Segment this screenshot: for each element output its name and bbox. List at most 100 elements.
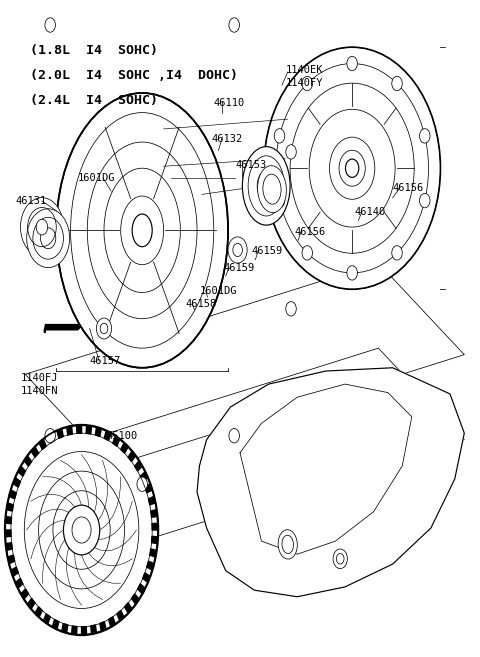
Polygon shape [152, 523, 158, 530]
Ellipse shape [346, 159, 359, 177]
Polygon shape [8, 555, 15, 564]
Polygon shape [43, 614, 50, 624]
Polygon shape [52, 620, 59, 629]
Polygon shape [91, 625, 96, 634]
Circle shape [274, 129, 285, 143]
Polygon shape [143, 573, 150, 582]
Polygon shape [124, 602, 132, 613]
Text: 1140EK: 1140EK [285, 65, 323, 75]
Circle shape [333, 549, 348, 568]
Circle shape [21, 198, 63, 256]
Circle shape [27, 209, 70, 267]
Polygon shape [82, 627, 86, 635]
Polygon shape [77, 425, 82, 434]
Text: 46131: 46131 [16, 196, 47, 206]
Polygon shape [86, 426, 92, 434]
Polygon shape [15, 578, 23, 588]
Polygon shape [147, 561, 154, 570]
Text: 1140FY: 1140FY [285, 78, 323, 88]
Circle shape [45, 428, 55, 443]
Polygon shape [113, 436, 120, 446]
Circle shape [347, 265, 358, 280]
Polygon shape [151, 510, 157, 517]
Ellipse shape [339, 150, 365, 186]
Polygon shape [117, 610, 124, 621]
Circle shape [392, 246, 402, 260]
Circle shape [45, 18, 55, 32]
Polygon shape [121, 443, 128, 453]
Polygon shape [7, 503, 13, 511]
Polygon shape [145, 484, 152, 493]
Circle shape [229, 18, 240, 32]
Polygon shape [27, 599, 35, 608]
Polygon shape [140, 472, 148, 482]
Polygon shape [132, 594, 139, 604]
Polygon shape [152, 536, 158, 543]
Polygon shape [21, 589, 28, 599]
Polygon shape [6, 543, 12, 551]
Text: 46132: 46132 [211, 134, 242, 144]
Polygon shape [13, 478, 20, 487]
Polygon shape [5, 516, 12, 524]
Ellipse shape [258, 166, 287, 213]
Polygon shape [18, 466, 25, 476]
Text: 45100: 45100 [107, 432, 138, 442]
Ellipse shape [56, 93, 228, 368]
Polygon shape [48, 434, 55, 443]
Polygon shape [100, 622, 106, 631]
Text: (2.4L  I4  SOHC): (2.4L I4 SOHC) [30, 94, 158, 106]
Circle shape [286, 145, 296, 159]
Text: 46156: 46156 [393, 183, 424, 193]
Polygon shape [138, 584, 145, 594]
Circle shape [302, 246, 312, 260]
Circle shape [229, 428, 240, 443]
Text: 1140FN: 1140FN [21, 386, 58, 396]
Polygon shape [39, 440, 46, 449]
Polygon shape [62, 623, 68, 633]
Text: 46159: 46159 [252, 246, 283, 256]
Ellipse shape [132, 214, 152, 247]
Polygon shape [11, 567, 18, 576]
Polygon shape [104, 431, 111, 441]
Polygon shape [57, 429, 63, 438]
Circle shape [274, 193, 285, 208]
Circle shape [36, 219, 48, 235]
Ellipse shape [278, 530, 297, 559]
Text: 1601DG: 1601DG [199, 286, 237, 296]
Text: (1.8L  I4  SOHC): (1.8L I4 SOHC) [30, 44, 158, 57]
Circle shape [420, 129, 430, 143]
Ellipse shape [264, 47, 441, 289]
Polygon shape [44, 325, 80, 332]
Text: 1140FJ: 1140FJ [21, 373, 58, 382]
Circle shape [286, 302, 296, 316]
Polygon shape [135, 461, 142, 471]
Polygon shape [108, 617, 115, 627]
Text: 46158: 46158 [185, 299, 216, 309]
Text: 46153: 46153 [235, 160, 266, 170]
Text: 46110: 46110 [214, 98, 245, 108]
Ellipse shape [329, 137, 375, 199]
Circle shape [347, 57, 358, 71]
Circle shape [137, 477, 147, 491]
Polygon shape [24, 456, 32, 466]
Polygon shape [67, 426, 72, 435]
Circle shape [420, 193, 430, 208]
Text: 46156: 46156 [295, 227, 326, 237]
Polygon shape [31, 447, 38, 457]
Text: 46159: 46159 [223, 263, 254, 273]
Text: 46140: 46140 [355, 207, 386, 217]
Polygon shape [72, 626, 77, 635]
Polygon shape [197, 368, 464, 597]
Circle shape [392, 76, 402, 91]
Polygon shape [9, 490, 16, 499]
Circle shape [228, 237, 247, 263]
Text: 1601DG: 1601DG [78, 173, 115, 183]
Polygon shape [128, 451, 135, 461]
Circle shape [302, 76, 312, 91]
Text: 46157: 46157 [90, 356, 121, 366]
Ellipse shape [242, 147, 290, 225]
Polygon shape [150, 549, 156, 557]
Circle shape [96, 318, 112, 339]
Circle shape [63, 505, 100, 555]
Polygon shape [96, 427, 101, 436]
